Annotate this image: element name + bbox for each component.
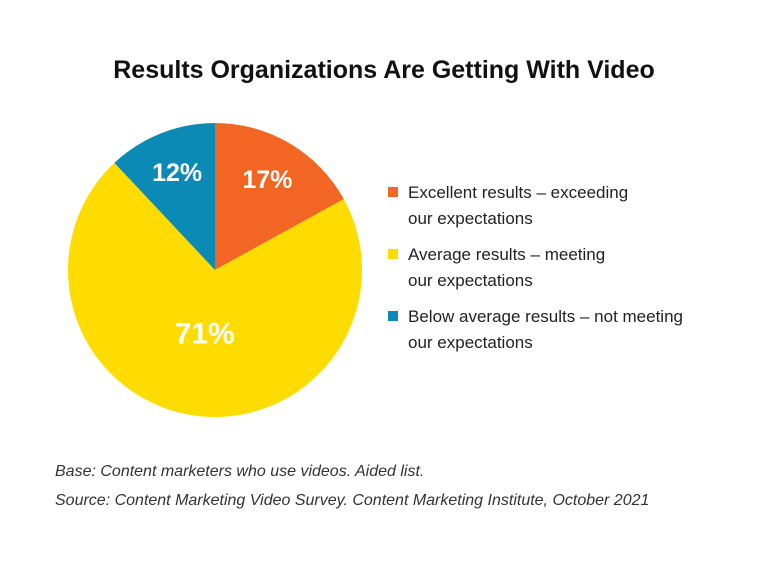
slice-label: 12% — [152, 159, 202, 187]
pie-slice — [215, 123, 344, 270]
note: Source: Content Marketing Video Survey. … — [55, 492, 650, 509]
legend-label: Below average results – not meeting our … — [408, 307, 683, 352]
legend-swatch — [388, 187, 398, 197]
slice-label: 71% — [175, 317, 235, 350]
legend-label: Average results – meeting our expectatio… — [408, 245, 606, 290]
legend-item: Average results – meeting our expectatio… — [388, 242, 758, 294]
legend-swatch — [388, 311, 398, 321]
legend-swatch — [388, 249, 398, 259]
legend: Excellent results – exceeding our expect… — [388, 180, 758, 366]
legend-label: Excellent results – exceeding our expect… — [408, 183, 629, 228]
pie-slice — [114, 123, 215, 270]
slice-label: 17% — [242, 166, 292, 194]
legend-item: Below average results – not meeting our … — [388, 304, 758, 356]
chart-title: Results Organizations Are Getting With V… — [113, 56, 655, 84]
legend-item: Excellent results – exceeding our expect… — [388, 180, 758, 232]
pie-slice — [67, 162, 362, 417]
note: Base: Content marketers who use videos. … — [55, 463, 425, 480]
